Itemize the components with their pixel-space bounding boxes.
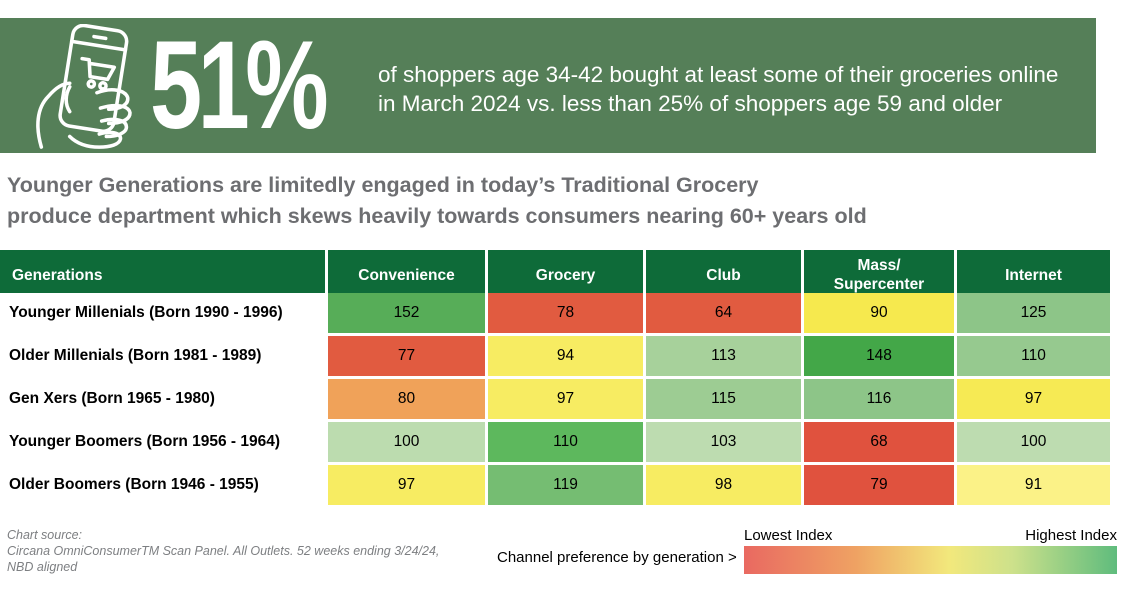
value-cell-internet-91: 91 — [957, 465, 1110, 505]
value-cell-convenience-80: 80 — [328, 379, 485, 419]
value-cell-convenience-77: 77 — [328, 336, 485, 376]
page-title: Younger Generations are limitedly engage… — [7, 170, 867, 232]
value-cell-mass-supercenter-68: 68 — [804, 422, 954, 462]
row-label-older-millenials-born-1981-1989: Older Millenials (Born 1981 - 1989) — [0, 336, 325, 376]
value-cell-club-113: 113 — [646, 336, 801, 376]
header-banner: 51% of shoppers age 34-42 bought at leas… — [0, 16, 1096, 155]
column-header-club: Club — [646, 250, 801, 300]
stat-description-line-1: of shoppers age 34-42 bought at least so… — [378, 62, 1059, 87]
value-cell-internet-125: 125 — [957, 293, 1110, 333]
value-cell-convenience-152: 152 — [328, 293, 485, 333]
column-header-convenience: Convenience — [328, 250, 485, 300]
legend-caption: Channel preference by generation > — [497, 549, 737, 566]
hand-holding-phone-shopping-cart-icon — [26, 23, 156, 152]
page-title-line-2: produce department which skews heavily t… — [7, 204, 867, 228]
column-header-generations: Generations — [0, 250, 325, 300]
legend-highest-label: Highest Index — [1025, 527, 1117, 544]
legend-gradient-bar — [744, 546, 1117, 574]
value-cell-club-64: 64 — [646, 293, 801, 333]
chart-source-line-2: Circana OmniConsumerTM Scan Panel. All O… — [7, 544, 440, 558]
value-cell-mass-supercenter-116: 116 — [804, 379, 954, 419]
value-cell-grocery-110: 110 — [488, 422, 643, 462]
value-cell-club-115: 115 — [646, 379, 801, 419]
value-cell-club-98: 98 — [646, 465, 801, 505]
value-cell-mass-supercenter-90: 90 — [804, 293, 954, 333]
value-cell-internet-110: 110 — [957, 336, 1110, 376]
value-cell-internet-97: 97 — [957, 379, 1110, 419]
chart-source-line-3: NBD aligned — [7, 560, 78, 574]
row-label-younger-boomers-born-1956-1964: Younger Boomers (Born 1956 - 1964) — [0, 422, 325, 462]
row-label-older-boomers-born-1946-1955: Older Boomers (Born 1946 - 1955) — [0, 465, 325, 505]
value-cell-club-103: 103 — [646, 422, 801, 462]
value-cell-convenience-97: 97 — [328, 465, 485, 505]
value-cell-convenience-100: 100 — [328, 422, 485, 462]
value-cell-grocery-94: 94 — [488, 336, 643, 376]
value-cell-mass-supercenter-79: 79 — [804, 465, 954, 505]
column-header-internet: Internet — [957, 250, 1110, 300]
column-header-mass-supercenter: Mass/ Supercenter — [804, 250, 954, 300]
legend-lowest-label: Lowest Index — [744, 527, 833, 544]
page-title-line-1: Younger Generations are limitedly engage… — [7, 173, 759, 197]
chart-source: Chart source: Circana OmniConsumerTM Sca… — [7, 527, 439, 575]
value-cell-grocery-78: 78 — [488, 293, 643, 333]
legend-labels: Lowest Index Highest Index — [744, 527, 1117, 544]
value-cell-internet-100: 100 — [957, 422, 1110, 462]
generation-channel-table: Generations Convenience Grocery Club Mass/ S… — [0, 250, 1110, 505]
row-label-younger-millenials-born-1990-1996: Younger Millenials (Born 1990 - 1996) — [0, 293, 325, 333]
stat-value: 51% — [150, 16, 329, 155]
stat-description: of shoppers age 34-42 bought at least so… — [378, 60, 1058, 118]
row-label-gen-xers-born-1965-1980: Gen Xers (Born 1965 - 1980) — [0, 379, 325, 419]
chart-source-line-1: Chart source: — [7, 528, 83, 542]
value-cell-grocery-97: 97 — [488, 379, 643, 419]
value-cell-grocery-119: 119 — [488, 465, 643, 505]
value-cell-mass-supercenter-148: 148 — [804, 336, 954, 376]
stat-description-line-2: in March 2024 vs. less than 25% of shopp… — [378, 91, 1003, 116]
column-header-grocery: Grocery — [488, 250, 643, 300]
